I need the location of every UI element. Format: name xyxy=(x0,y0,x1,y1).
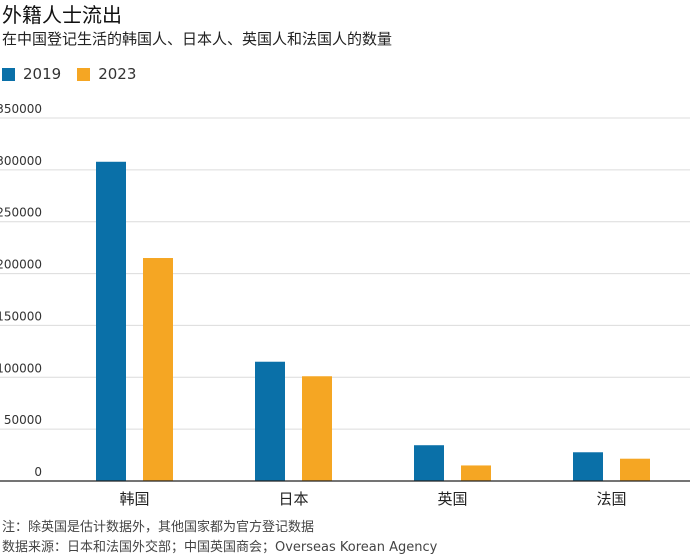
legend-swatch-2019 xyxy=(2,67,15,81)
chart-subtitle: 在中国登记生活的韩国人、日本人、英国人和法国人的数量 xyxy=(2,30,393,48)
bar-2019-2 xyxy=(414,445,444,481)
y-tick-label: 250000 xyxy=(0,206,42,220)
y-tick-label: 100000 xyxy=(0,361,42,375)
y-tick-label: 300000 xyxy=(0,154,42,168)
bar-2023-2 xyxy=(461,465,491,481)
bars xyxy=(96,161,650,481)
legend-item-2023: 2023 xyxy=(77,65,136,83)
legend: 2019 2023 xyxy=(2,65,152,83)
bar-2023-1 xyxy=(302,376,332,481)
bar-2019-3 xyxy=(573,452,603,481)
chart-source: 数据来源：日本和法国外交部；中国英国商会；Overseas Korean Age… xyxy=(2,540,438,555)
chart-title: 外籍人士流出 xyxy=(2,3,122,27)
x-tick-label: 英国 xyxy=(437,490,467,508)
x-tick-label: 法国 xyxy=(596,490,626,508)
chart-note: 注：除英国是估计数据外，其他国家都为官方登记数据 xyxy=(2,520,315,535)
y-tick-label: 350000 xyxy=(0,102,42,116)
bar-2023-3 xyxy=(620,458,650,481)
x-tick-label: 韩国 xyxy=(119,490,149,508)
y-tick-label: 200000 xyxy=(0,258,42,272)
legend-label-2019: 2019 xyxy=(23,65,62,83)
legend-label-2023: 2023 xyxy=(98,65,137,83)
bar-2023-0 xyxy=(143,258,173,481)
bar-2019-0 xyxy=(96,161,126,481)
y-tick-label: 150000 xyxy=(0,309,42,323)
bar-chart: 0 50000 100000 150000 200000 250000 300000 3500… xyxy=(0,102,690,508)
legend-item-2019: 2019 xyxy=(2,65,61,83)
legend-swatch-2023 xyxy=(77,67,91,81)
y-tick-label: 50000 xyxy=(4,413,42,427)
x-tick-label: 日本 xyxy=(278,490,308,508)
y-tick-label: 0 xyxy=(34,465,42,479)
axes: 0 50000 100000 150000 200000 250000 300000 3500… xyxy=(0,102,690,508)
bar-2019-1 xyxy=(255,361,285,481)
